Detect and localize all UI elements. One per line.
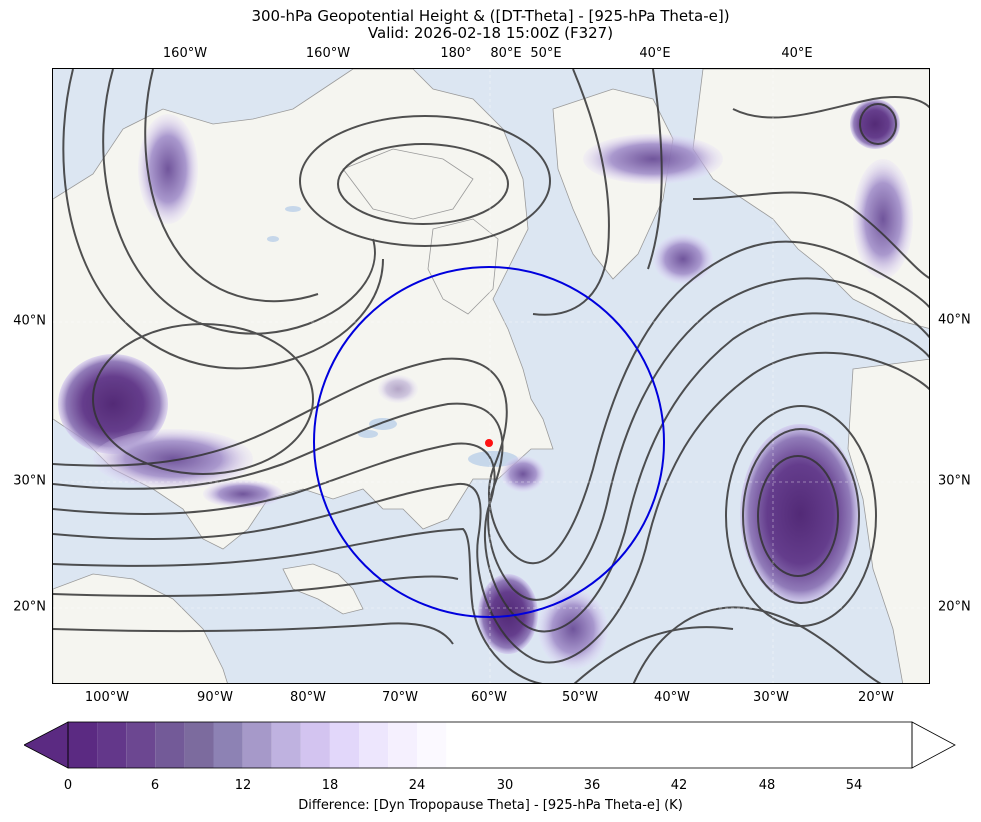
right-lat-label: 40°N (938, 312, 971, 328)
colorbar-tick: 6 (150, 778, 160, 793)
radius-ring (313, 266, 665, 618)
left-lat-label: 40°N (13, 313, 46, 329)
colorbar-segment (388, 722, 418, 768)
colorbar-label: Difference: [Dyn Tropopause Theta] - [92… (298, 798, 683, 813)
map-panel[interactable] (52, 68, 930, 684)
colorbar-segment (446, 722, 912, 768)
colorbar-segment (242, 722, 272, 768)
top-lon-label: 160°W (305, 46, 351, 61)
colorbar-frame (67, 721, 913, 769)
chart-title: 300-hPa Geopotential Height & ([DT-Theta… (251, 7, 730, 25)
colorbar-segment (213, 722, 243, 768)
colorbar-tick: 42 (670, 778, 688, 793)
center-point (485, 439, 493, 447)
colorbar-segment (68, 722, 98, 768)
top-lon-label: 50°E (530, 46, 562, 61)
right-lat-label: 20°N (938, 599, 971, 615)
top-lon-label: 160°W (162, 46, 208, 61)
colorbar-segment (300, 722, 330, 768)
colorbar-right-extension (911, 721, 956, 769)
land (53, 69, 929, 683)
colorbar-tick: 24 (408, 778, 426, 793)
colorbar-tick: 48 (758, 778, 776, 793)
colorbar-segment (271, 722, 301, 768)
central-america (282, 563, 364, 615)
arctic-islands (342, 148, 474, 220)
bottom-lon-label: 90°W (197, 690, 233, 705)
left-lat-label: 20°N (13, 599, 46, 615)
bottom-lon-label: 100°W (84, 690, 130, 705)
top-lon-label: 80°E (490, 46, 522, 61)
graticule (53, 69, 929, 683)
colorbar (24, 721, 956, 769)
bottom-lon-label: 30°W (753, 690, 789, 705)
top-lon-label: 180° (440, 46, 472, 61)
colorbar-segment (155, 722, 185, 768)
baffin-island (427, 218, 499, 315)
colorbar-segment (329, 722, 359, 768)
bottom-lon-label: 40°W (654, 690, 690, 705)
top-lon-label: 40°E (639, 46, 671, 61)
colorbar-segment (97, 722, 127, 768)
colorbar-tick: 0 (63, 778, 73, 793)
lakes (267, 206, 518, 467)
bottom-lon-label: 50°W (562, 690, 598, 705)
left-lat-label: 30°N (13, 473, 46, 489)
colorbar-tick: 54 (845, 778, 863, 793)
right-lat-label: 30°N (938, 473, 971, 489)
colorbar-segment (184, 722, 214, 768)
colorbar-segment (417, 722, 447, 768)
colorbar-tick: 30 (496, 778, 514, 793)
map-svg (53, 69, 929, 683)
colorbar-tick: 12 (234, 778, 252, 793)
bottom-lon-label: 60°W (471, 690, 507, 705)
height-contours (53, 69, 929, 683)
valid-time: Valid: 2026-02-18 15:00Z (F327) (367, 24, 614, 42)
colorbar-left-extension (24, 721, 69, 769)
colorbar-tick: 36 (583, 778, 601, 793)
colorbar-segment (359, 722, 389, 768)
africa (847, 358, 929, 683)
colorbar-tick: 18 (321, 778, 339, 793)
bottom-lon-label: 80°W (290, 690, 326, 705)
bottom-lon-label: 20°W (858, 690, 894, 705)
colorbar-segment (126, 722, 156, 768)
south-america (53, 573, 228, 683)
bottom-lon-label: 70°W (382, 690, 418, 705)
top-lon-label: 40°E (781, 46, 813, 61)
